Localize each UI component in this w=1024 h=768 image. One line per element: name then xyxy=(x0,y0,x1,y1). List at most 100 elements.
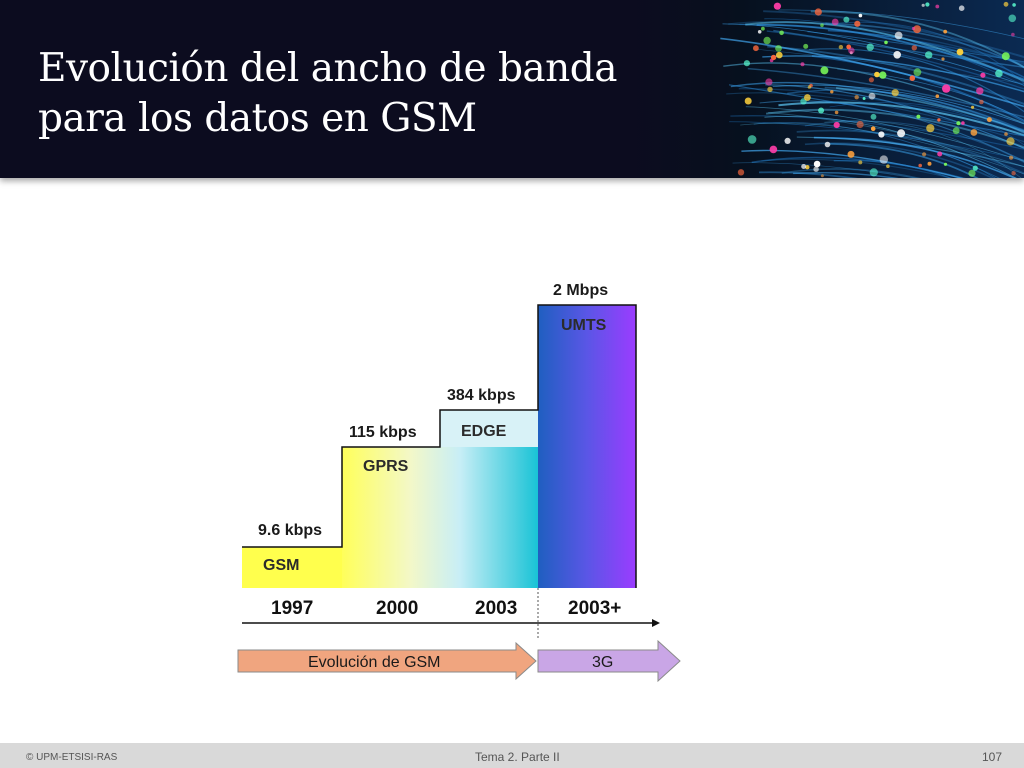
fiber-light-dot xyxy=(753,45,759,52)
fiber-light-dot xyxy=(866,43,874,51)
bar-edge-top xyxy=(440,410,538,447)
fiber-light-dot xyxy=(870,113,877,120)
chart-bars xyxy=(242,304,637,588)
fiber-light-dot xyxy=(927,161,932,166)
fiber-light-dot xyxy=(1003,1,1009,7)
fiber-light-dot xyxy=(862,97,866,100)
year-label-1997: 1997 xyxy=(271,598,313,619)
fiber-light-dot xyxy=(869,168,878,177)
fiber-strand xyxy=(781,168,921,178)
fiber-light-dot xyxy=(925,2,930,7)
fiber-optic-image xyxy=(590,0,1024,178)
fiber-strand xyxy=(758,171,858,178)
fiber-light-dot xyxy=(986,117,992,123)
fiber-strand xyxy=(730,81,1024,132)
fiber-strand xyxy=(804,120,1024,164)
fiber-light-dot xyxy=(773,2,782,10)
fiber-light-dot xyxy=(813,166,819,172)
fiber-strand xyxy=(811,55,1024,123)
phase-label-3g: 3G xyxy=(592,654,613,671)
fiber-strand xyxy=(740,122,1024,175)
tech-label-gsm: GSM xyxy=(263,557,299,574)
fiber-light-dot xyxy=(818,107,825,114)
fiber-strand xyxy=(808,48,1024,113)
fiber-light-dot xyxy=(761,26,765,31)
fiber-light-dot xyxy=(935,94,940,98)
technology-labels: GSM GPRS EDGE UMTS xyxy=(263,317,607,574)
fiber-strand xyxy=(824,86,1024,135)
fiber-light-dot xyxy=(972,165,978,171)
tech-label-umts: UMTS xyxy=(561,317,607,334)
year-label-2000: 2000 xyxy=(376,598,418,619)
rate-labels: 9.6 kbps 115 kbps 384 kbps 2 Mbps xyxy=(258,282,608,539)
fiber-light-dot xyxy=(979,99,984,105)
fiber-strand xyxy=(747,67,1024,118)
rate-label-umts: 2 Mbps xyxy=(553,282,608,299)
fiber-strand xyxy=(824,120,1022,178)
fiber-light-dot xyxy=(858,160,863,165)
fiber-light-dot xyxy=(868,92,876,100)
bar-umts xyxy=(538,305,636,588)
fiber-light-dot xyxy=(737,169,745,176)
fiber-light-dot xyxy=(956,48,964,56)
fiber-light-dot xyxy=(820,66,829,75)
fiber-light-dot xyxy=(976,87,984,95)
fiber-light-dot xyxy=(958,5,965,11)
fiber-light-dot xyxy=(776,51,783,59)
fiber-strand xyxy=(768,112,1024,168)
fiber-light-dot xyxy=(1006,137,1015,146)
fiber-light-dot xyxy=(814,8,822,16)
fiber-light-dot xyxy=(767,86,773,93)
fiber-light-dot xyxy=(858,13,863,18)
fiber-strand xyxy=(762,55,1024,93)
fiber-light-dot xyxy=(813,160,821,168)
fiber-strand xyxy=(767,45,1024,105)
fiber-light-dot xyxy=(926,124,935,133)
fiber-light-dot xyxy=(854,95,859,100)
fiber-light-dot xyxy=(784,137,791,144)
bar-gprs-edge xyxy=(342,447,538,588)
fiber-light-dot xyxy=(925,51,933,59)
tech-label-gprs: GPRS xyxy=(363,458,409,475)
fiber-light-dot xyxy=(1009,155,1014,160)
fiber-strand xyxy=(835,87,1024,133)
fiber-light-dot xyxy=(921,3,925,7)
fiber-strand xyxy=(829,142,979,178)
fiber-light-dot xyxy=(854,20,861,27)
fiber-light-dot xyxy=(1011,32,1015,37)
fiber-strand xyxy=(829,102,1024,146)
phase-label-gsm: Evolución de GSM xyxy=(308,654,441,671)
fiber-light-dot xyxy=(779,30,784,36)
fiber-light-dot xyxy=(961,121,965,125)
fiber-strand xyxy=(728,84,1024,137)
step-outline xyxy=(242,304,637,588)
fiber-strand xyxy=(778,9,1024,40)
fiber-light-dot xyxy=(886,164,890,168)
fiber-light-dot xyxy=(831,18,839,26)
fiber-strand xyxy=(763,10,1024,59)
fiber-light-dot xyxy=(913,68,922,77)
fiber-light-dot xyxy=(803,43,809,49)
fiber-strand xyxy=(787,89,1024,132)
year-label-2003-plus: 2003+ xyxy=(568,598,621,619)
fiber-strand xyxy=(778,101,1024,137)
fiber-light-dot xyxy=(968,169,976,177)
fiber-light-dot xyxy=(870,126,876,131)
fiber-light-dot xyxy=(913,25,922,34)
fiber-light-dot xyxy=(834,110,839,115)
fiber-strand xyxy=(732,162,917,178)
year-labels: 1997 2000 2003 2003+ xyxy=(271,598,621,619)
fiber-light-dot xyxy=(820,23,824,28)
fiber-strand xyxy=(765,108,1024,149)
fiber-strand xyxy=(764,116,1017,178)
fiber-strand xyxy=(720,37,1024,108)
fiber-light-dot xyxy=(911,45,917,51)
fiber-light-dot xyxy=(765,78,773,86)
fiber-light-dot xyxy=(1008,14,1017,23)
fiber-light-dot xyxy=(833,121,840,129)
fiber-strand xyxy=(745,106,1024,162)
fiber-light-dot xyxy=(1011,171,1016,176)
fiber-light-dot xyxy=(820,174,824,178)
bandwidth-evolution-chart: 9.6 kbps 115 kbps 384 kbps 2 Mbps GSM GP… xyxy=(237,282,681,683)
fiber-light-dot xyxy=(807,85,812,89)
